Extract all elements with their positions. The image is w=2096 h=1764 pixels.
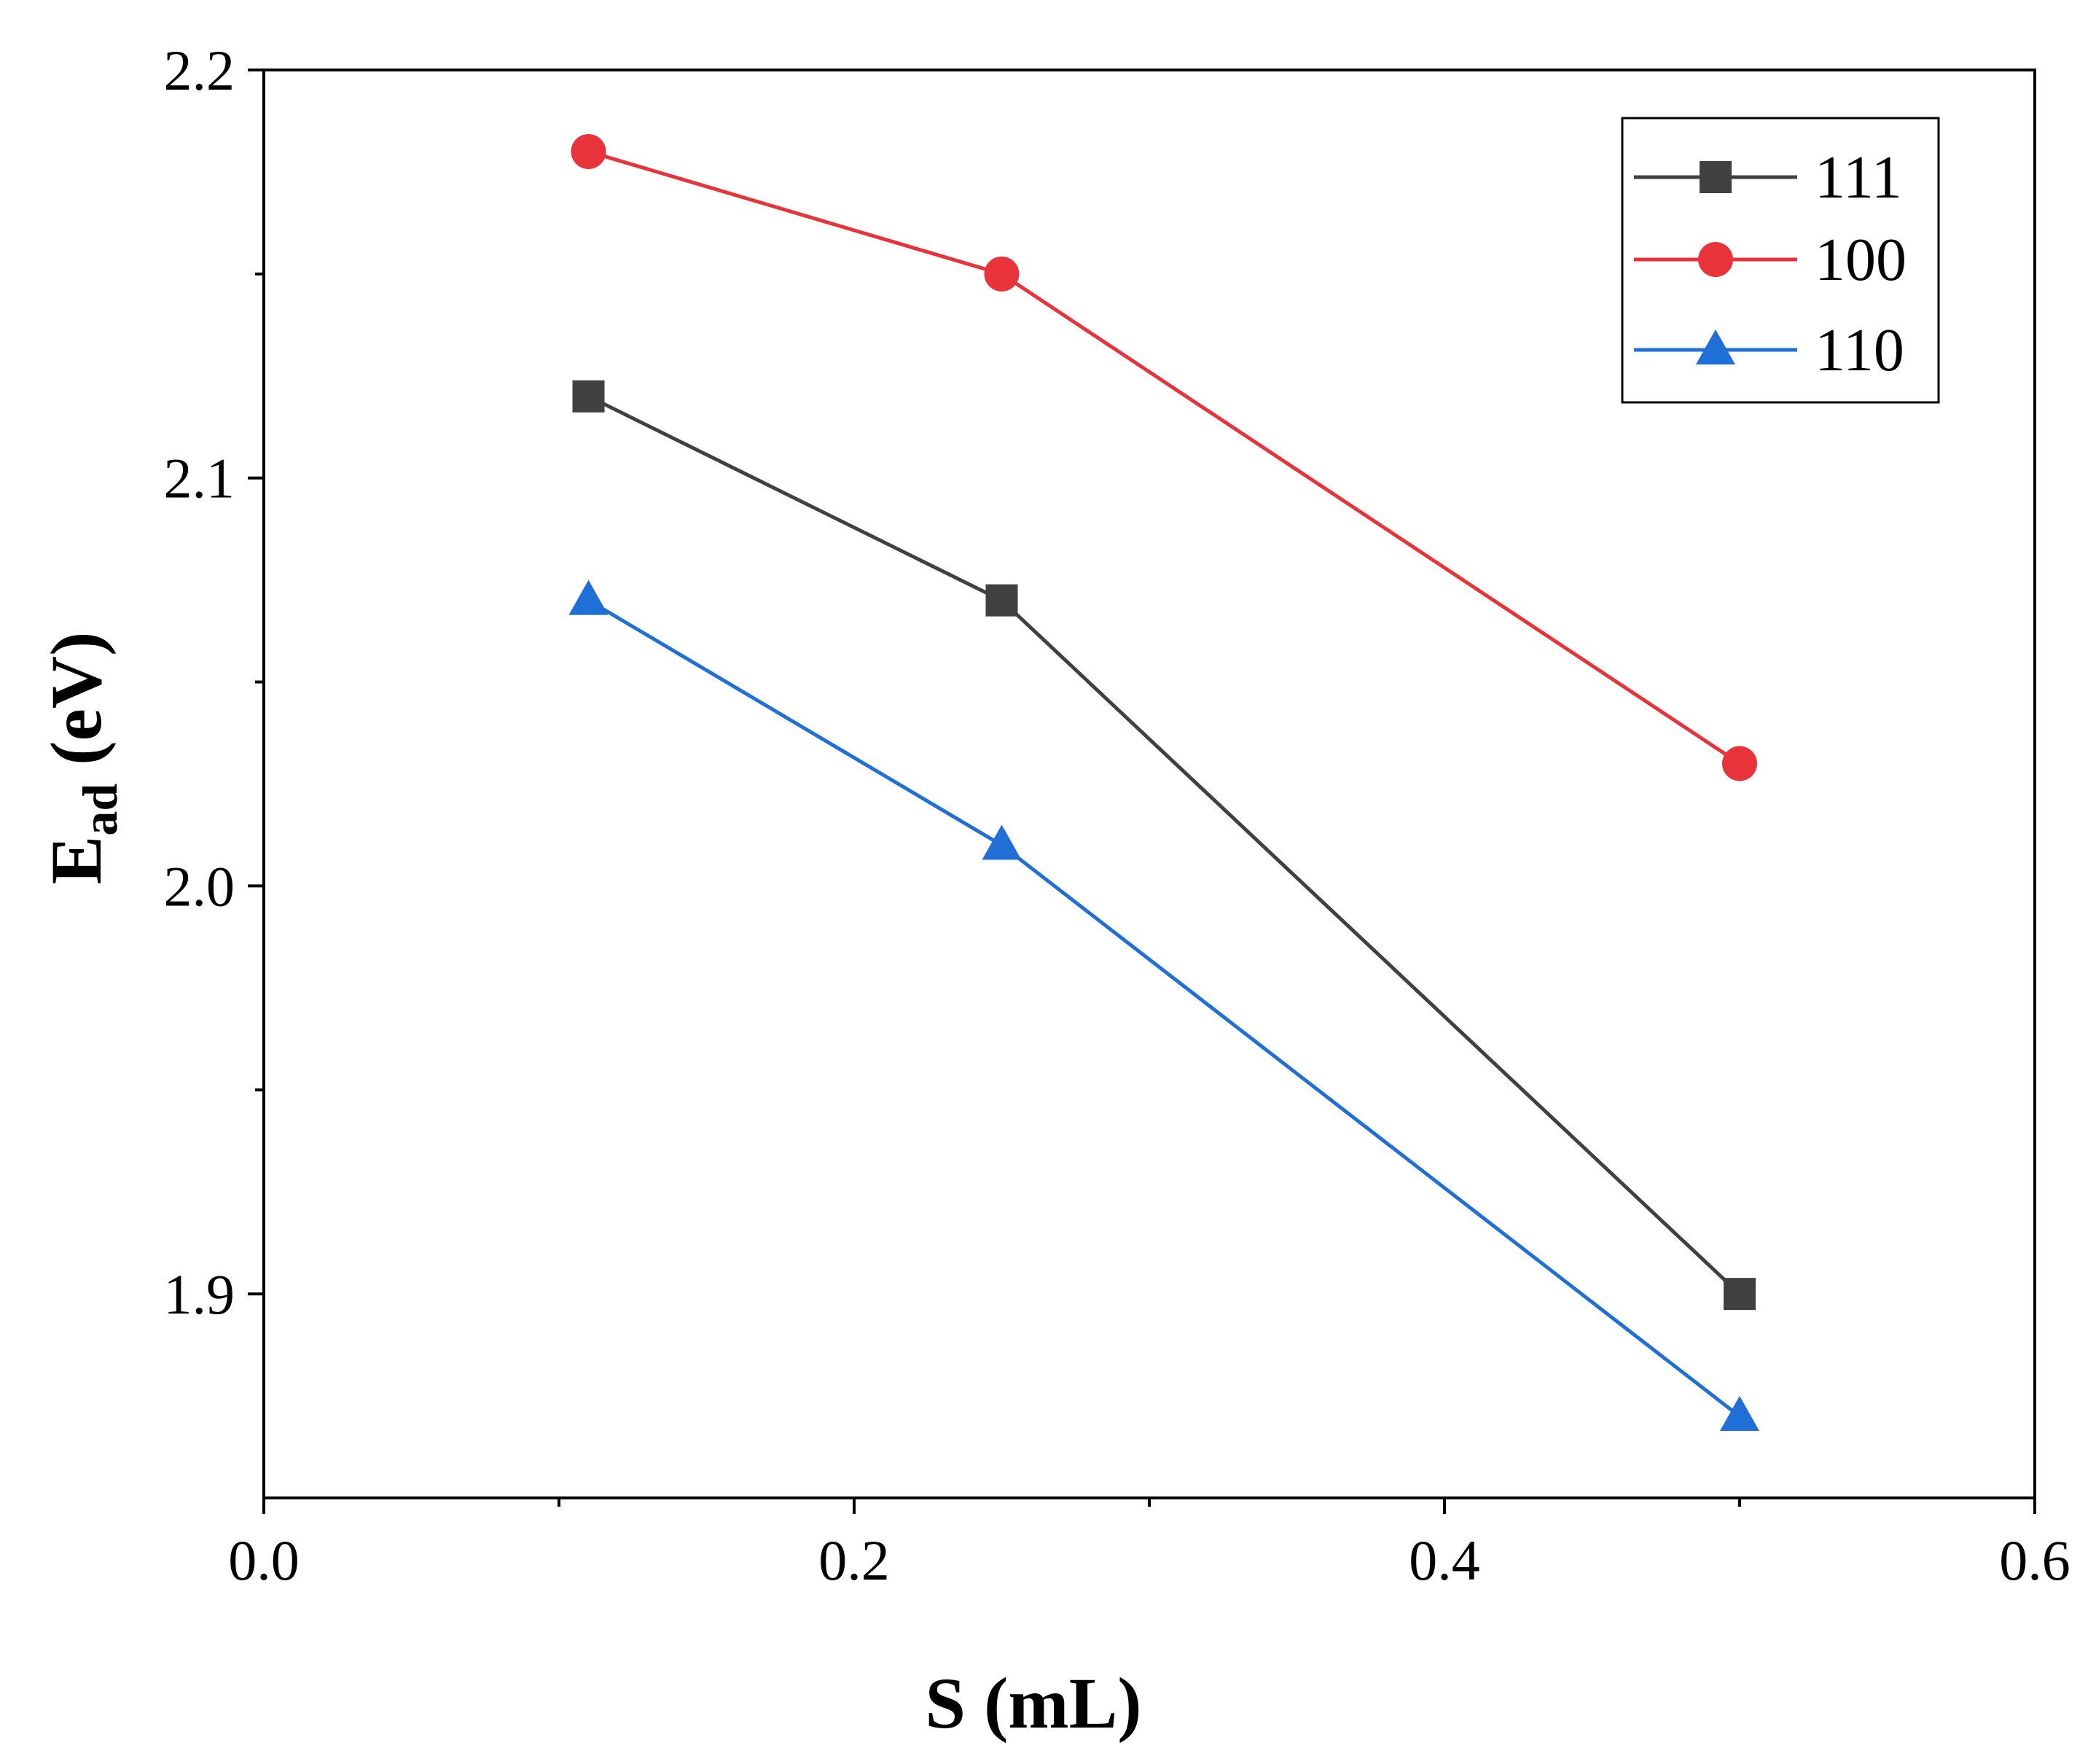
legend-label-110: 110 <box>1815 316 1904 384</box>
series-line-100 <box>587 149 1741 765</box>
y-tick-label: 2.1 <box>164 447 235 510</box>
legend-label-111: 111 <box>1815 144 1902 211</box>
series-line-111 <box>587 394 1741 1295</box>
y-axis-title-subscript: ad <box>72 784 128 836</box>
data-point-110 <box>1720 1396 1759 1432</box>
y-tick-label: 1.9 <box>164 1262 235 1326</box>
data-point-100 <box>571 133 606 169</box>
data-point-111 <box>572 380 605 413</box>
series-line-110 <box>587 598 1741 1418</box>
data-point-111 <box>985 584 1018 617</box>
data-point-110 <box>568 579 609 615</box>
data-markers <box>568 133 1759 1432</box>
x-tick-label: 0.2 <box>818 1529 890 1592</box>
x-tick-label: 0.4 <box>1409 1529 1480 1592</box>
data-point-100 <box>1722 746 1757 781</box>
y-tick-label: 2.0 <box>164 854 235 918</box>
y-axis-title-main: E <box>36 836 117 885</box>
data-point-100 <box>984 256 1020 292</box>
data-point-110 <box>982 824 1022 860</box>
legend-marker-100 <box>1698 242 1733 277</box>
legend-marker-111 <box>1700 161 1732 193</box>
y-axis-title: Ead (eV) <box>36 632 128 885</box>
x-tick-label: 0.0 <box>228 1529 300 1592</box>
data-point-111 <box>1724 1278 1756 1311</box>
axis-ticks: 0.0 0.2 0.4 0.6 1.9 2.0 2.1 2.2 <box>164 39 2070 1592</box>
y-tick-label: 2.2 <box>164 39 235 102</box>
legend: 111 100 110 <box>1621 117 1940 404</box>
x-axis-title: S (mL) <box>925 1663 1141 1744</box>
legend-marker-110 <box>1696 329 1735 364</box>
y-axis-title-unit: (eV) <box>36 632 117 784</box>
legend-label-100: 100 <box>1815 226 1907 294</box>
data-series <box>587 149 1741 1418</box>
x-tick-label: 0.6 <box>1999 1529 2070 1592</box>
